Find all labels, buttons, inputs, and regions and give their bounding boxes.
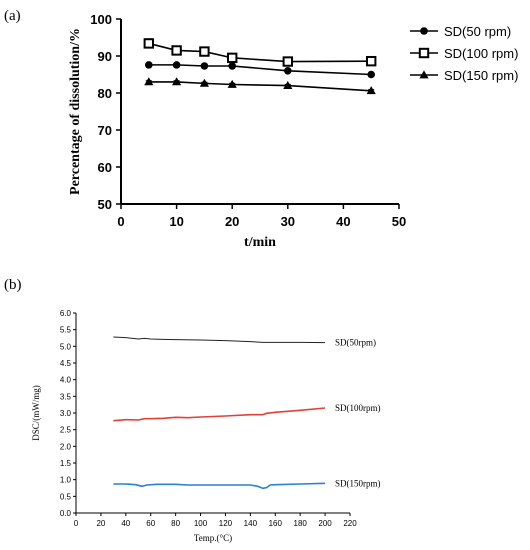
dissolution-chart: 0 10 20 30 40 50 50 60 70 80 90 100 t/min Percentage … [68,12,518,250]
series-line [113,407,326,422]
data-point [171,45,182,56]
data-point [172,77,182,86]
data-point [200,62,209,70]
series-label: SD(50rpm) [335,338,376,348]
dsc-series-1: SD(100rpm) [113,403,381,422]
data-point [282,56,294,67]
data-point [366,55,377,67]
y-tick-label: 0.5 [60,492,72,501]
data-point [199,78,209,87]
data-point [227,79,237,88]
dsc-series-0: SD(50rpm) [113,336,376,348]
y-tick-label: 4.5 [60,359,72,368]
y-tick-label: 3.0 [60,409,72,418]
x-tick-label: 50 [392,214,406,229]
y-tick-label: 3.5 [60,392,72,401]
series-line [113,482,326,490]
series-0 [145,61,376,79]
x-tick-label: 40 [336,214,350,229]
x-axis-title: Temp.(°C) [194,533,232,543]
legend-label: SD(150 rpm) [444,68,518,83]
x-tick-label: 40 [121,519,130,528]
y-tick-label: 90 [98,49,112,64]
y-tick-label: 80 [98,86,112,101]
dsc-series-2: SD(150rpm) [113,478,381,490]
y-tick-label: 5.0 [60,342,72,351]
data-point [366,86,376,95]
data-point [172,61,181,69]
data-point [145,61,153,69]
legend-marker [420,27,428,35]
legend-marker [418,47,430,59]
y-tick-label: 1.0 [60,476,72,485]
series-1 [143,38,377,67]
y-tick-label: 60 [98,160,112,175]
x-axis-title: t/min [244,235,276,250]
legend: SD(50 rpm) SD(100 rpm) SD(150 rpm) [410,24,518,83]
data-point [283,81,293,89]
y-axis-title: DSC/(mW/mg) [31,385,41,441]
panel-b-label: (b) [4,277,22,293]
series-2 [144,77,376,95]
x-tick-label: 60 [146,519,155,528]
x-tick-label: 20 [225,214,239,229]
data-point [143,38,155,49]
series-label: SD(100rpm) [335,403,381,413]
y-axis-title: Percentage of dissolution/% [68,28,83,195]
x-tick-label: 220 [343,519,357,528]
series-line [113,336,326,344]
x-tick-label: 20 [96,519,105,528]
series-label: SD(150rpm) [335,478,381,488]
x-tick-label: 120 [219,519,233,528]
x-tick-label: 200 [318,519,332,528]
legend-label: SD(50 rpm) [444,24,511,39]
y-tick-label: 2.0 [60,442,72,451]
series-line [148,64,372,76]
data-point [367,70,376,79]
x-tick-label: 180 [294,519,308,528]
x-tick-label: 30 [281,214,295,229]
data-point [227,52,238,64]
data-point [199,46,210,57]
data-point [228,62,236,70]
y-tick-label: 1.5 [60,459,72,468]
y-tick-label: 6.0 [60,309,72,318]
x-tick-label: 0 [117,214,124,229]
y-tick-label: 5.5 [60,326,72,335]
x-tick-label: 160 [269,519,283,528]
legend-label: SD(100 rpm) [444,46,518,61]
panel-a-label: (a) [4,8,21,24]
y-tick-label: 4.0 [60,376,72,385]
y-tick-label: 70 [98,123,112,138]
dsc-chart: 0 20 40 60 80 100 120 140 160 180 200 220 0.0 0.5 1.0 1… [31,309,381,543]
y-tick-label: 2.5 [60,426,72,435]
x-tick-label: 100 [194,519,208,528]
legend-marker [419,70,429,79]
data-point [144,77,154,86]
series-line [148,81,372,92]
series-line [148,42,372,63]
y-tick-label: 100 [90,12,112,27]
x-tick-label: 10 [169,214,183,229]
y-tick-label: 50 [98,197,112,212]
x-tick-label: 80 [171,519,180,528]
x-tick-label: 140 [244,519,258,528]
y-tick-label: 0.0 [60,509,72,518]
data-point [284,67,292,75]
x-tick-label: 0 [74,519,79,528]
